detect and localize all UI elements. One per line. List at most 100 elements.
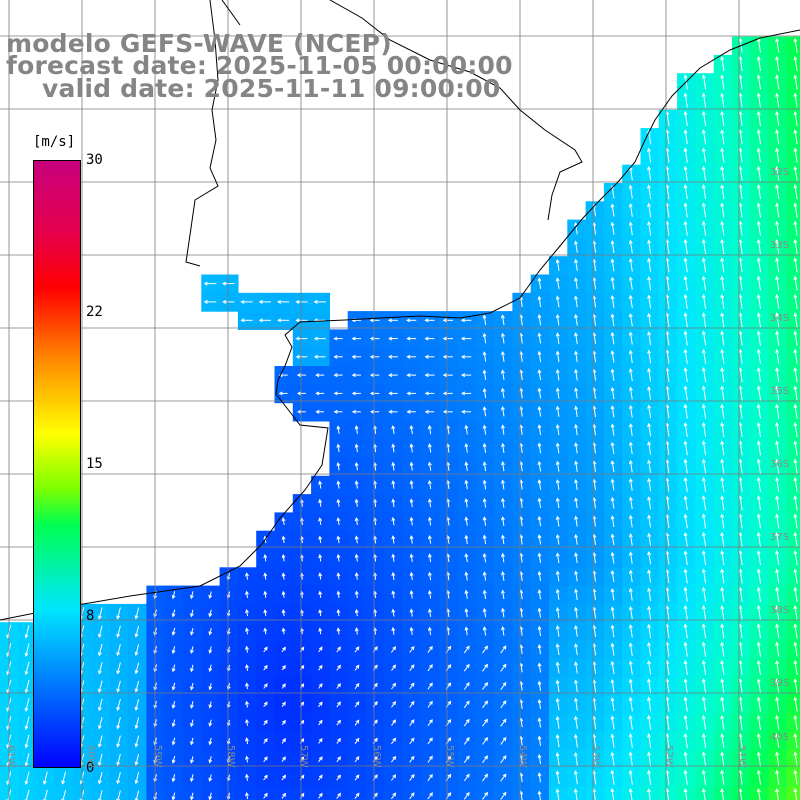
wind-arrow [442, 391, 453, 396]
lat-label: 39S [770, 678, 790, 689]
lat-label: 35S [770, 386, 790, 397]
wind-arrow [610, 715, 615, 730]
wind-arrow [354, 590, 359, 599]
wind-arrow [756, 147, 761, 163]
wind-arrow [537, 735, 542, 746]
wind-arrow [336, 480, 341, 489]
field-cell [768, 786, 788, 800]
field-cell [786, 475, 800, 495]
wind-arrow [318, 792, 323, 799]
wind-arrow [683, 165, 688, 181]
wind-arrow [683, 623, 688, 639]
wind-arrow [336, 627, 341, 635]
wind-arrow [354, 737, 360, 744]
wind-arrow [756, 440, 761, 456]
wind-arrow [683, 293, 688, 309]
wind-arrow [683, 129, 688, 145]
wind-arrow [482, 718, 489, 727]
wind-arrow [647, 569, 652, 583]
wind-arrow [537, 515, 542, 527]
wind-arrow [409, 498, 414, 508]
wind-arrow [756, 220, 761, 236]
wind-arrow [775, 714, 780, 730]
wind-arrow [245, 627, 249, 635]
wind-arrow [793, 56, 798, 72]
wind-arrow [701, 220, 707, 236]
wind-arrow [190, 737, 194, 746]
wind-arrow [756, 330, 761, 346]
wind-arrow [756, 733, 761, 749]
wind-arrow [756, 568, 761, 584]
lat-label: 38S [770, 605, 790, 616]
wind-arrow [116, 735, 121, 748]
wind-arrow [647, 514, 652, 528]
wind-arrow [482, 351, 487, 362]
wind-arrow [647, 623, 652, 638]
wind-arrow [500, 681, 507, 690]
wind-arrow [683, 568, 688, 584]
wind-arrow [775, 257, 780, 273]
wind-arrow [318, 572, 323, 580]
wind-arrow [245, 682, 249, 690]
wind-arrow [647, 202, 652, 218]
field-cell [786, 768, 800, 788]
wind-arrow [720, 531, 725, 547]
lon-label: 51W [736, 745, 747, 768]
wind-arrow [318, 480, 323, 489]
wind-arrow [647, 587, 652, 602]
wind-arrow [701, 165, 707, 181]
wind-arrow [720, 696, 725, 712]
wind-arrow [245, 572, 249, 580]
wind-arrow [336, 443, 341, 453]
wind-arrow [720, 202, 725, 218]
field-cell [786, 366, 800, 385]
field-cell [786, 567, 800, 587]
wind-arrow [793, 92, 798, 108]
wind-arrow [501, 497, 505, 508]
wind-arrow [793, 623, 798, 639]
wind-arrow [701, 696, 707, 712]
wind-arrow [793, 495, 798, 511]
wind-arrow [500, 332, 505, 344]
wind-arrow [647, 733, 652, 749]
field-cell [786, 658, 800, 678]
field-cell [786, 549, 800, 568]
wind-arrow [482, 571, 487, 581]
wind-arrow [354, 664, 360, 671]
wind-arrow [793, 147, 798, 163]
wind-arrow [351, 336, 362, 341]
wind-arrow [482, 424, 487, 435]
wind-arrow [628, 660, 633, 675]
wind-arrow [574, 295, 578, 308]
wind-arrow [427, 589, 432, 599]
wind-arrow [647, 349, 652, 364]
wind-arrow [427, 664, 433, 672]
lat-label: 34S [770, 313, 790, 324]
wind-arrow [628, 733, 633, 749]
wind-arrow [756, 495, 761, 511]
wind-arrow [208, 737, 213, 746]
wind-arrow [537, 772, 542, 783]
wind-arrow [391, 535, 396, 544]
wind-arrow [756, 623, 761, 639]
wind-arrow [683, 678, 688, 694]
wind-arrow [464, 442, 469, 453]
wind-arrow [427, 534, 432, 544]
wind-arrow [756, 550, 761, 566]
field-cell [786, 494, 800, 513]
field-cell [786, 695, 800, 715]
wind-arrow [537, 607, 542, 618]
wind-arrow [775, 74, 780, 90]
wind-arrow [409, 700, 415, 708]
wind-arrow [775, 110, 780, 126]
wind-arrow [756, 458, 761, 474]
field-cell [274, 786, 294, 800]
wind-arrow [190, 664, 194, 673]
wind-arrow [409, 553, 414, 562]
wind-arrow [190, 609, 194, 618]
wind-arrow [313, 336, 326, 341]
wind-arrow [501, 424, 505, 435]
wind-arrow [610, 441, 615, 454]
wind-arrow [336, 461, 341, 471]
wind-arrow [336, 756, 341, 763]
